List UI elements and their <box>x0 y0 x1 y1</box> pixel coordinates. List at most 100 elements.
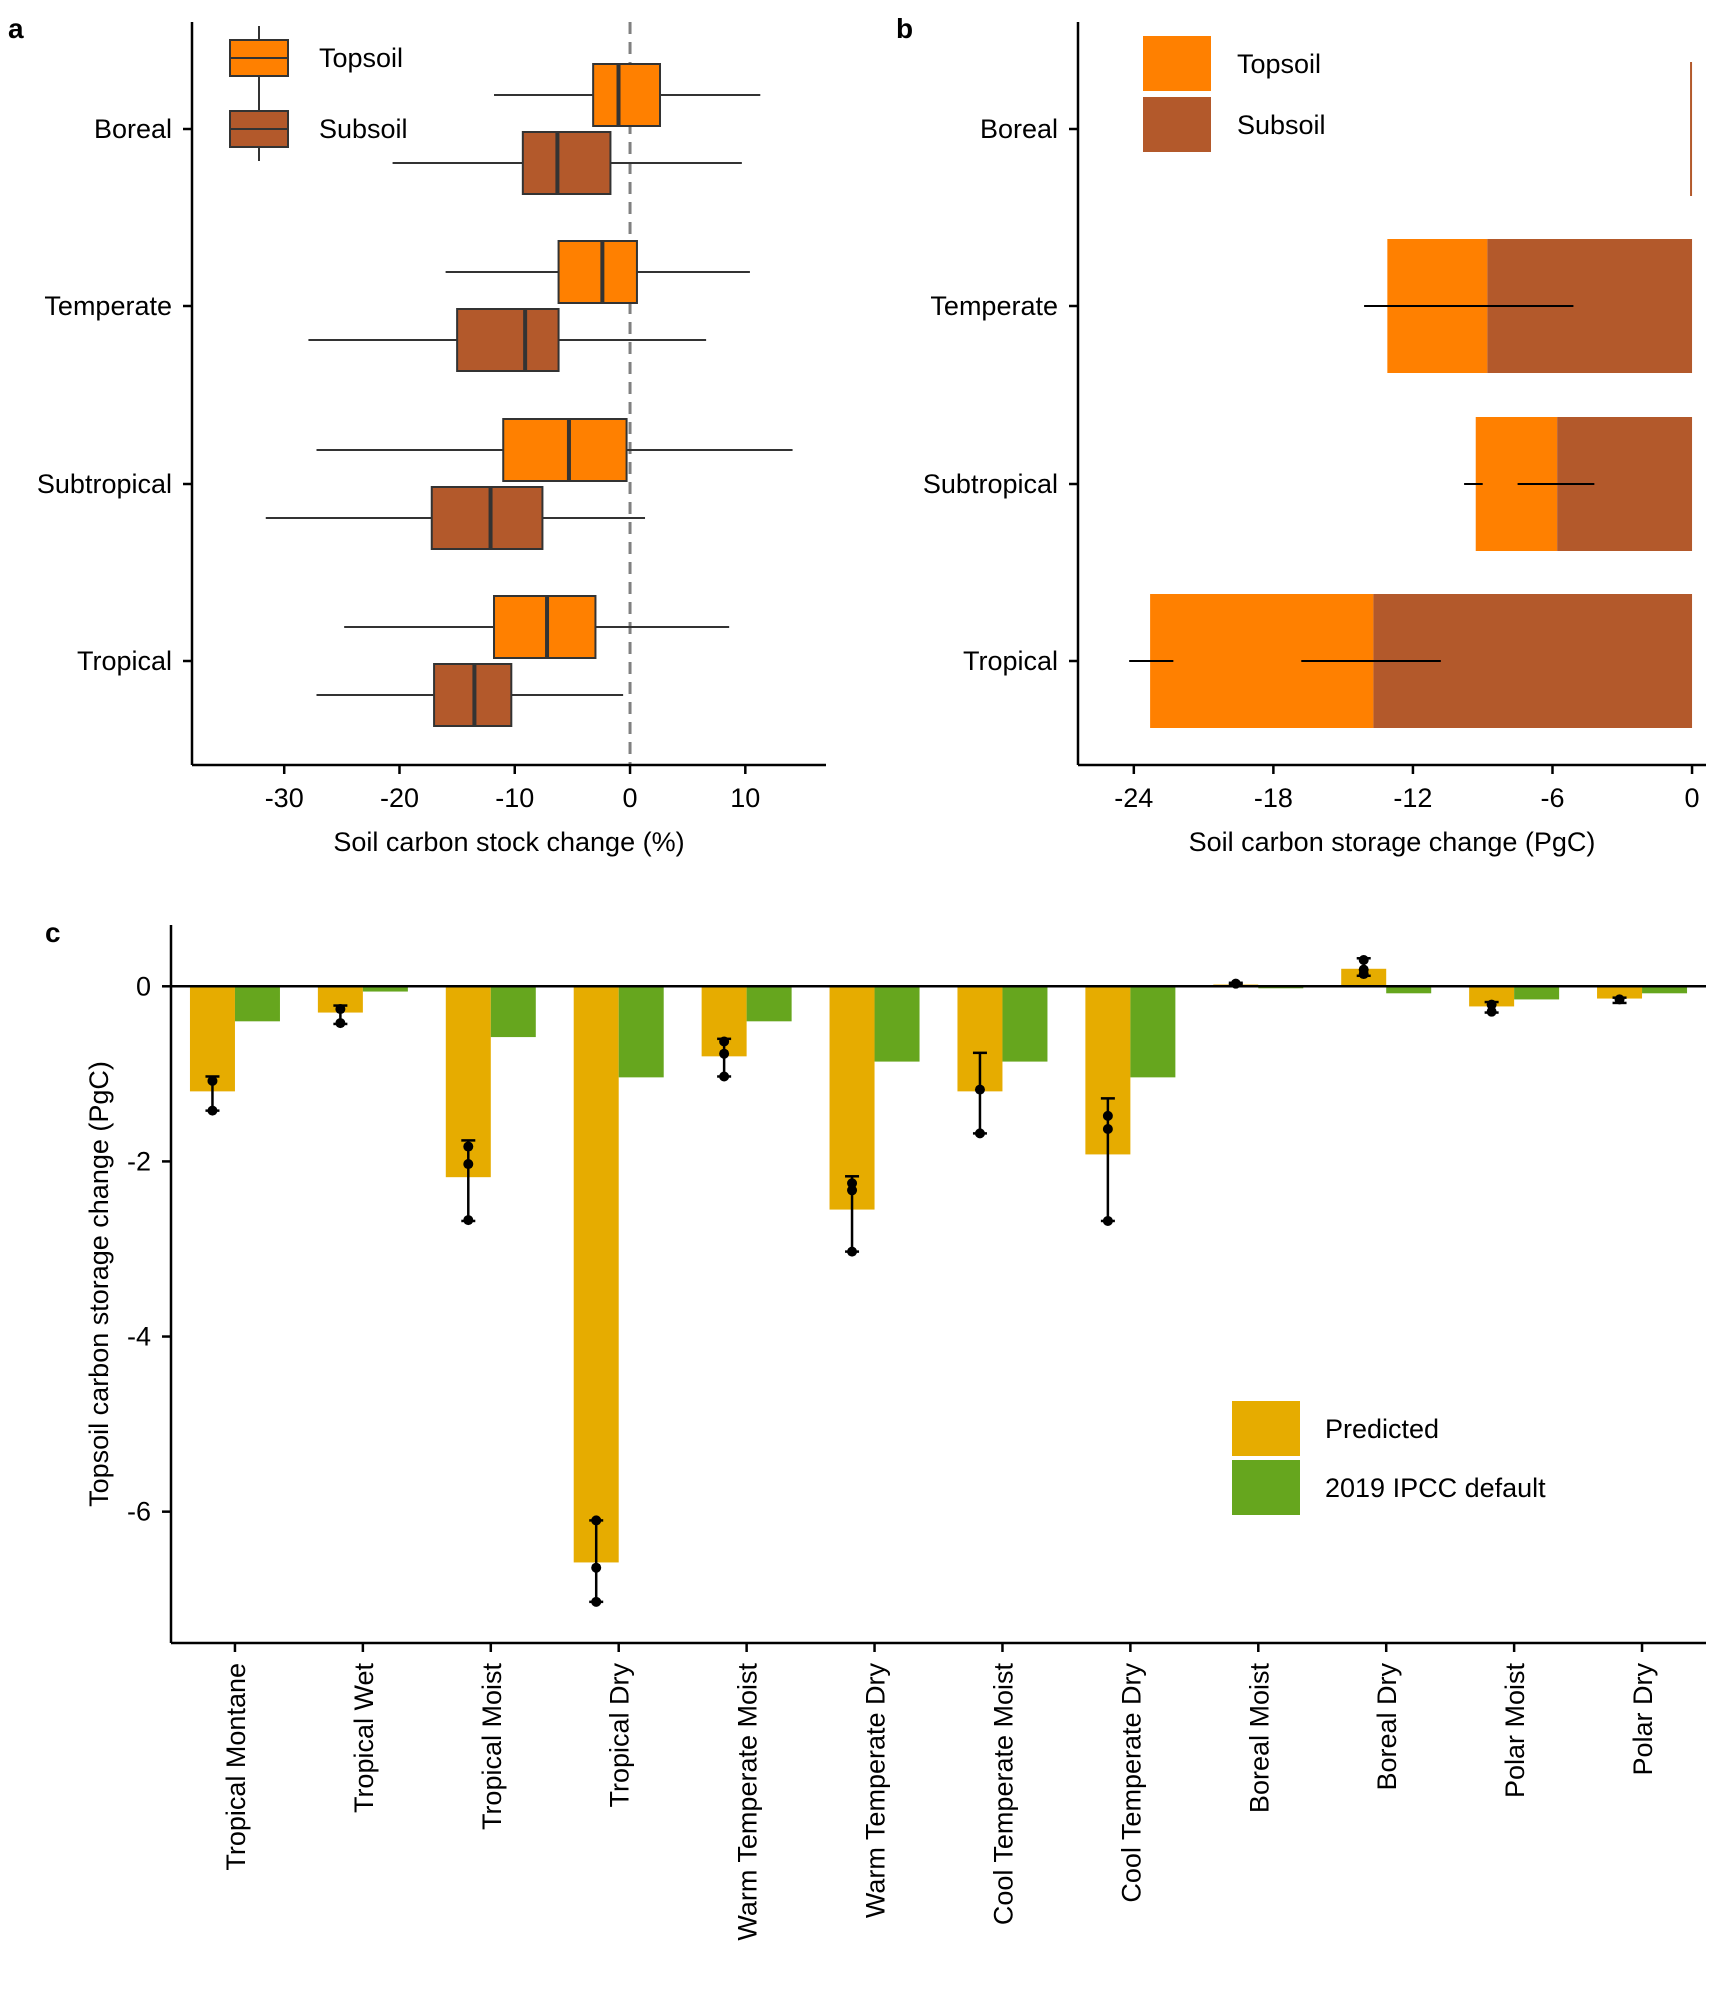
panel-c-category-label: Warm Temperate Dry <box>861 1663 891 1919</box>
error-point-warm-temperate-dry <box>847 1185 858 1196</box>
panel-label-b: b <box>896 13 913 44</box>
error-point-tropical-dry <box>591 1562 602 1573</box>
panel-b-category-label: Boreal <box>980 114 1058 144</box>
panel-a-category-label: Temperate <box>44 291 172 321</box>
panel-c-y-tick-label: -2 <box>127 1146 151 1176</box>
error-point-cool-temperate-moist <box>974 1084 985 1095</box>
panel-a-x-tick-label: -20 <box>380 783 419 813</box>
panel-b-x-axis-title: Soil carbon storage change (PgC) <box>1189 827 1596 857</box>
panel-c-y-tick-label: 0 <box>136 971 151 1001</box>
error-point-cool-temperate-dry <box>1102 1124 1113 1135</box>
error-point-boreal-dry <box>1358 964 1369 975</box>
bar-predicted-warm-temperate-dry <box>829 986 875 1210</box>
panel-b-x-tick-label: -24 <box>1114 783 1153 813</box>
panel-c-category-label: Warm Temperate Moist <box>733 1663 763 1941</box>
panel-b-x-tick-label: 0 <box>1685 783 1700 813</box>
panel-c-category-label: Tropical Montane <box>221 1663 251 1871</box>
bar-2019-ipcc-default-boreal-dry <box>1386 986 1432 994</box>
panel-b-x-tick-label: -12 <box>1393 783 1432 813</box>
panel-c-category-label: Polar Moist <box>1500 1663 1530 1799</box>
error-point-polar-dry <box>1614 994 1625 1005</box>
error-point-tropical-dry <box>591 1515 602 1526</box>
box-subsoil-boreal-box <box>521 131 612 195</box>
error-point-cool-temperate-dry <box>1102 1110 1113 1121</box>
error-point-tropical-moist <box>463 1141 474 1152</box>
panel-a-x-tick-label: 0 <box>623 783 638 813</box>
error-point-tropical-montane <box>207 1075 218 1086</box>
box-topsoil-temperate-box <box>557 240 638 304</box>
panel-a-x-tick-label: 10 <box>730 783 760 813</box>
panel-c-category-label: Boreal Dry <box>1372 1663 1402 1791</box>
panel-c-legend-key-2019-ipcc-default <box>1232 1460 1300 1515</box>
panel-label-c: c <box>45 917 61 948</box>
panel-b-chart: Boreal Temperate Subtropical Tropical -24 -18… <box>923 22 1706 857</box>
error-point-tropical-moist <box>463 1159 474 1170</box>
bar-predicted-tropical-montane <box>189 986 235 1092</box>
error-point-warm-temperate-dry <box>847 1178 858 1189</box>
bar-2019-ipcc-default-warm-temperate-moist <box>746 986 792 1022</box>
bar-2019-ipcc-default-tropical-dry <box>618 986 664 1078</box>
panel-b-category-label: Temperate <box>930 291 1058 321</box>
error-point-tropical-wet <box>335 1018 346 1029</box>
panel-c-category-label: Tropical Wet <box>349 1663 379 1814</box>
panel-a-category-label: Tropical <box>77 646 172 676</box>
error-point-tropical-wet <box>335 1004 346 1015</box>
panel-c-category-label: Cool Temperate Moist <box>988 1663 1018 1926</box>
error-point-cool-temperate-moist <box>974 1128 985 1139</box>
panel-c-category-label: Tropical Moist <box>477 1663 507 1831</box>
panel-a-x-tick-label: -30 <box>265 783 304 813</box>
bar-2019-ipcc-default-warm-temperate-dry <box>874 986 920 1062</box>
bar-2019-ipcc-default-cool-temperate-dry <box>1130 986 1176 1078</box>
error-point-warm-temperate-moist <box>719 1036 730 1047</box>
error-point-warm-temperate-moist <box>719 1048 730 1059</box>
panel-label-a: a <box>8 13 24 44</box>
bar-subsoil-boreal <box>1690 62 1693 196</box>
panel-b-legend-label-topsoil: Topsoil <box>1237 49 1321 79</box>
bar-2019-ipcc-default-tropical-wet <box>362 986 408 992</box>
panel-a-x-tick-label: -10 <box>495 783 534 813</box>
panel-c-chart: 0 -2 -4 -6 Topsoil carbon storage change (Pg… <box>84 925 1706 1941</box>
panel-c-y-axis-title: Topsoil carbon storage change (PgC) <box>84 1061 114 1507</box>
panel-b-category-label: Tropical <box>963 646 1058 676</box>
panel-c-category-label: Cool Temperate Dry <box>1116 1663 1146 1903</box>
panel-b-legend-key-subsoil <box>1143 97 1211 152</box>
error-point-warm-temperate-dry <box>847 1246 858 1257</box>
panel-b-legend-key-topsoil <box>1143 36 1211 91</box>
panel-a-category-label: Boreal <box>94 114 172 144</box>
panel-c-category-label: Tropical Dry <box>605 1663 635 1808</box>
bar-predicted-tropical-dry <box>573 986 619 1563</box>
error-point-cool-temperate-dry <box>1102 1215 1113 1226</box>
panel-b-category-label: Subtropical <box>923 469 1058 499</box>
panel-c-legend-key-predicted <box>1232 1401 1300 1456</box>
bar-predicted-polar-dry <box>1597 986 1643 999</box>
panel-a-category-label: Subtropical <box>37 469 172 499</box>
error-point-boreal-dry <box>1358 955 1369 966</box>
panel-c-category-label: Polar Dry <box>1628 1663 1658 1776</box>
panel-a-x-axis-title: Soil carbon stock change (%) <box>333 827 684 857</box>
box-subsoil-temperate-box <box>456 308 560 372</box>
bar-2019-ipcc-default-cool-temperate-moist <box>1002 986 1048 1062</box>
box-topsoil-tropical-box <box>493 595 597 659</box>
panel-a-chart: Boreal Temperate Subtropical Tropical -30 -20… <box>37 22 826 857</box>
panel-c-legend-label-2019-ipcc-default: 2019 IPCC default <box>1325 1473 1546 1503</box>
bar-predicted-polar-moist <box>1469 986 1515 1007</box>
panel-a-legend-label-topsoil: Topsoil <box>319 43 403 73</box>
error-point-polar-moist <box>1486 1006 1497 1017</box>
panel-b-x-tick-label: -6 <box>1540 783 1564 813</box>
panel-c-category-label: Boreal Moist <box>1244 1663 1274 1814</box>
bar-2019-ipcc-default-polar-dry <box>1642 986 1688 994</box>
panel-c-legend-label-predicted: Predicted <box>1325 1414 1439 1444</box>
panel-b-legend-label-subsoil: Subsoil <box>1237 110 1326 140</box>
error-point-tropical-moist <box>463 1215 474 1226</box>
bar-2019-ipcc-default-polar-moist <box>1514 986 1560 1000</box>
panel-b-x-tick-label: -18 <box>1254 783 1293 813</box>
box-subsoil-subtropical-box <box>430 486 544 550</box>
error-point-tropical-dry <box>591 1596 602 1607</box>
box-topsoil-subtropical-box <box>502 418 628 482</box>
bar-2019-ipcc-default-tropical-montane <box>234 986 280 1022</box>
error-point-polar-moist <box>1486 999 1497 1010</box>
box-topsoil-boreal-box <box>592 63 662 127</box>
panel-c-y-tick-label: -4 <box>127 1322 151 1352</box>
panel-a-legend-label-subsoil: Subsoil <box>319 114 408 144</box>
